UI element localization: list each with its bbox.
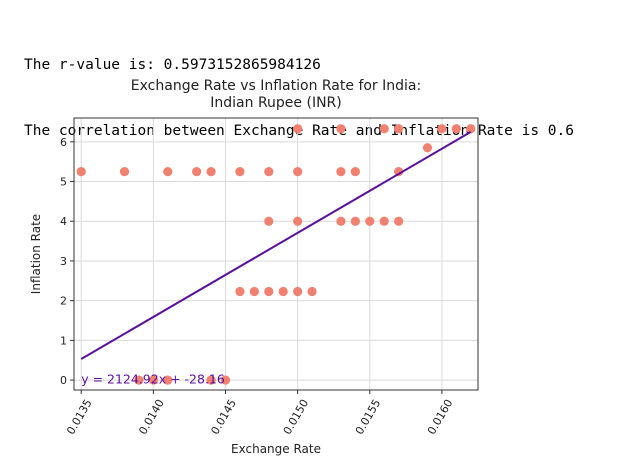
cell-output: The r-value is: 0.5973152865984126 The c… — [24, 10, 574, 164]
data-point — [293, 286, 303, 297]
regression-line — [80, 131, 472, 360]
axis-ticks: 0.0135 0.0140 0.0145 0.0150 0.0155 0.0160 0 1 2 3… — [60, 136, 455, 437]
data-point — [163, 167, 173, 177]
data-point — [76, 167, 86, 177]
y-axis-label: Inflation Rate — [29, 214, 43, 294]
data-point — [220, 375, 231, 385]
data-point — [134, 375, 144, 385]
y-tick-label: 0 — [60, 374, 67, 387]
y-tick-label: 3 — [60, 255, 67, 268]
x-tick-label: 0.0155 — [353, 397, 384, 437]
data-point — [249, 286, 259, 297]
x-tick-label: 0.0150 — [281, 397, 312, 437]
x-tick-label: 0.0160 — [425, 397, 456, 437]
data-point — [394, 124, 404, 134]
data-point — [163, 375, 173, 385]
data-point — [293, 167, 303, 177]
x-tick-label: 0.0135 — [64, 397, 95, 437]
data-point — [293, 216, 303, 226]
r-value-text: The r-value is: 0.5973152865984126 — [24, 57, 321, 73]
y-tick-label: 5 — [60, 176, 67, 189]
y-tick-label: 4 — [60, 215, 67, 228]
data-point — [206, 375, 216, 385]
data-point — [422, 143, 433, 153]
grid — [74, 118, 478, 390]
data-point — [148, 375, 158, 385]
data-point — [264, 286, 274, 297]
data-point — [394, 216, 404, 226]
data-point — [350, 216, 360, 226]
plot-frame — [73, 117, 479, 391]
y-tick-label: 6 — [60, 136, 67, 149]
data-point — [336, 167, 346, 177]
data-point — [206, 167, 216, 177]
chart-title-line1: Exchange Rate vs Inflation Rate for Indi… — [131, 78, 421, 94]
data-points — [76, 124, 476, 385]
correlation-text: The correlation between Exchange Rate an… — [24, 123, 574, 139]
regression-equation: y = 2124.92x + -28.16 — [81, 372, 225, 387]
y-tick-label: 2 — [60, 295, 67, 308]
data-point — [192, 167, 202, 177]
data-point — [451, 124, 461, 134]
data-point — [235, 167, 245, 177]
x-axis-label: Exchange Rate — [231, 442, 321, 456]
data-point — [379, 216, 389, 226]
x-tick-label: 0.0140 — [136, 397, 167, 437]
data-point — [437, 124, 447, 134]
data-point — [278, 286, 288, 297]
data-point — [293, 124, 303, 134]
data-point — [365, 216, 375, 226]
data-point — [379, 124, 389, 134]
data-point — [264, 167, 274, 177]
x-tick-label: 0.0145 — [209, 397, 240, 437]
data-point — [307, 286, 317, 297]
data-point — [466, 124, 476, 134]
chart-title-line2: Indian Rupee (INR) — [210, 95, 341, 111]
data-point — [235, 286, 245, 297]
data-point — [119, 167, 130, 177]
data-point — [336, 216, 346, 226]
data-point — [394, 167, 404, 177]
data-point — [264, 216, 274, 226]
data-point — [336, 124, 346, 134]
y-tick-label: 1 — [60, 334, 67, 347]
data-point — [350, 167, 360, 177]
